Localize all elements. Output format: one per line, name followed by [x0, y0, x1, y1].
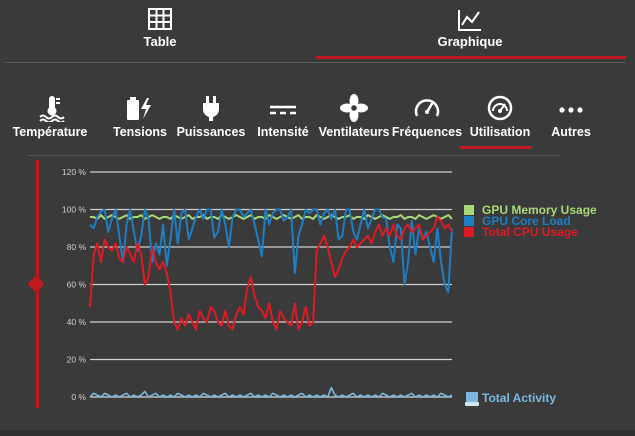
- category-ventilateurs[interactable]: Ventilateurs: [318, 88, 390, 150]
- tab-table[interactable]: Table: [60, 0, 260, 62]
- legend-swatch: [464, 227, 474, 237]
- category-bar: Température Tensions Puissances: [0, 88, 635, 158]
- tab-table-label: Table: [143, 34, 177, 49]
- y-tick-label: 80 %: [67, 242, 87, 252]
- y-tick-label: 40 %: [67, 317, 87, 327]
- y-tick-label: 60 %: [67, 280, 87, 290]
- category-label: Utilisation: [469, 125, 531, 139]
- category-intensite[interactable]: Intensité: [250, 88, 316, 150]
- y-tick-label: 120 %: [62, 167, 87, 177]
- legend-label: GPU Core Load: [482, 214, 571, 228]
- category-frequences[interactable]: Fréquences: [390, 88, 464, 150]
- legend-swatch: [464, 205, 474, 215]
- gauge-icon: [413, 94, 441, 127]
- thermometer-icon: [38, 94, 66, 127]
- category-label: Ventilateurs: [318, 125, 390, 139]
- category-autres[interactable]: Autres: [538, 88, 604, 150]
- disk-icon: [464, 391, 480, 410]
- category-label: Autres: [551, 125, 591, 139]
- view-tabs: Table Graphique: [0, 0, 635, 63]
- category-label: Intensité: [257, 125, 309, 139]
- legend-label: Total Activity: [482, 391, 557, 405]
- category-label: Tensions: [113, 125, 167, 139]
- category-label: Puissances: [176, 125, 246, 139]
- more-icon: [557, 94, 585, 127]
- horizontal-scrollbar[interactable]: [0, 430, 635, 436]
- tab-graphique-label: Graphique: [437, 34, 503, 49]
- category-tensions[interactable]: Tensions: [104, 88, 176, 150]
- y-tick-label: 20 %: [67, 355, 87, 365]
- series-line-total-activity: [89, 386, 453, 398]
- usage-chart: 120 % 100 % 80 % 60 % 40 % 20 % 0 %: [62, 167, 453, 402]
- fan-icon: [340, 94, 368, 127]
- y-tick-label: 0 %: [71, 392, 86, 402]
- table-icon: [148, 8, 172, 35]
- speedometer-icon: [486, 94, 514, 127]
- legend-swatch: [464, 216, 474, 226]
- y-tick-label: 100 %: [62, 205, 87, 215]
- divider: [28, 155, 560, 156]
- category-label: Fréquences: [391, 125, 463, 139]
- legend-label: GPU Memory Usage: [482, 203, 597, 217]
- plug-icon: [200, 94, 222, 127]
- battery-bolt-icon: [125, 94, 155, 127]
- chart-line-icon: [457, 8, 483, 37]
- category-puissances[interactable]: Puissances: [176, 88, 246, 150]
- tab-graphique[interactable]: Graphique: [340, 0, 600, 62]
- category-utilisation[interactable]: Utilisation: [462, 88, 538, 150]
- series-line-gpu-core-load: [89, 208, 453, 293]
- active-tab-indicator: [316, 56, 626, 59]
- divider: [5, 62, 625, 63]
- active-category-indicator: [460, 146, 532, 149]
- category-label: Température: [12, 125, 88, 139]
- current-icon: [268, 94, 298, 127]
- series-line-total-cpu-usage: [89, 216, 453, 331]
- category-temperature[interactable]: Température: [0, 88, 104, 150]
- legend-label: Total CPU Usage: [482, 225, 578, 239]
